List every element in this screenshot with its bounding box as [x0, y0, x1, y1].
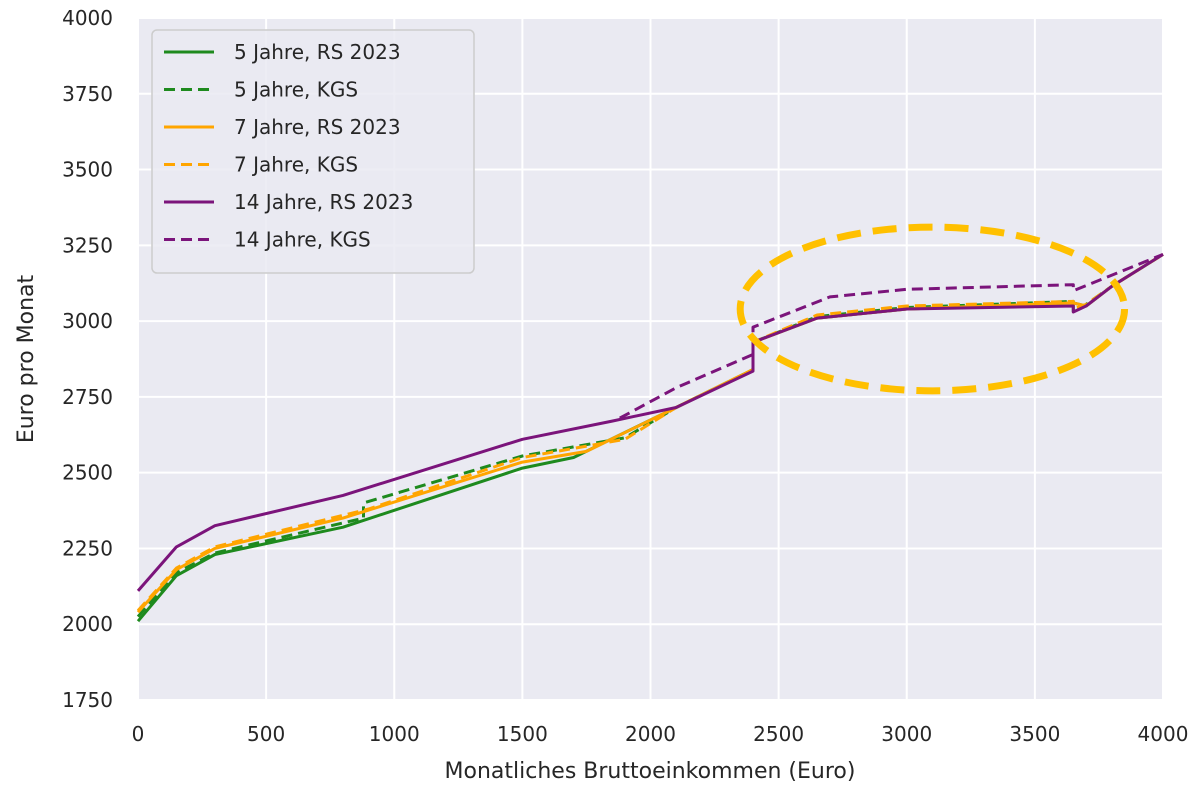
x-tick-label: 4000 [1138, 722, 1189, 746]
x-tick-labels: 0 500 1000 1500 2000 2500 3000 3500 4000 [132, 722, 1189, 746]
y-tick-label: 1750 [62, 688, 113, 712]
legend-entry-label: 5 Jahre, RS 2023 [234, 40, 401, 64]
x-tick-label: 3500 [1009, 722, 1060, 746]
legend-entry-label: 14 Jahre, RS 2023 [234, 190, 413, 214]
y-tick-label: 2500 [62, 461, 113, 485]
y-tick-label: 3750 [62, 82, 113, 106]
x-tick-label: 0 [132, 722, 145, 746]
series-line-4 [136, 253, 1164, 592]
x-axis-label: Monatliches Bruttoeinkommen (Euro) [445, 759, 856, 784]
y-tick-label: 2000 [62, 612, 113, 636]
x-tick-label: 500 [247, 722, 285, 746]
legend-entry-label: 7 Jahre, RS 2023 [234, 115, 401, 139]
y-tick-label: 3500 [62, 158, 113, 182]
legend-box [151, 29, 475, 274]
x-tick-label: 3000 [881, 722, 932, 746]
y-tick-label: 2750 [62, 385, 113, 409]
x-tick-label: 1500 [497, 722, 548, 746]
highlight-ellipse-layer [736, 223, 1129, 395]
y-tick-label: 4000 [62, 6, 113, 30]
y-tick-label: 3000 [62, 309, 113, 333]
x-tick-label: 2000 [625, 722, 676, 746]
series-lines [136, 253, 1164, 623]
y-axis-label: Euro pro Monat [14, 274, 39, 443]
legend-entry-label: 5 Jahre, KGS [234, 78, 358, 102]
legend-entry-label: 7 Jahre, KGS [234, 153, 358, 177]
y-tick-label: 3250 [62, 233, 113, 257]
series-line-5 [619, 253, 1164, 420]
x-tick-label: 1000 [369, 722, 420, 746]
y-tick-labels: 1750 2000 2250 2500 2750 3000 3250 3500 3750 4000 [62, 6, 113, 712]
y-tick-label: 2250 [62, 536, 113, 560]
legend: 5 Jahre, RS 2023 5 Jahre, KGS 7 Jahre, RS … [151, 29, 475, 274]
x-tick-label: 2500 [753, 722, 804, 746]
highlight-ellipse [736, 223, 1129, 395]
legend-entry-label: 14 Jahre, KGS [234, 228, 371, 252]
